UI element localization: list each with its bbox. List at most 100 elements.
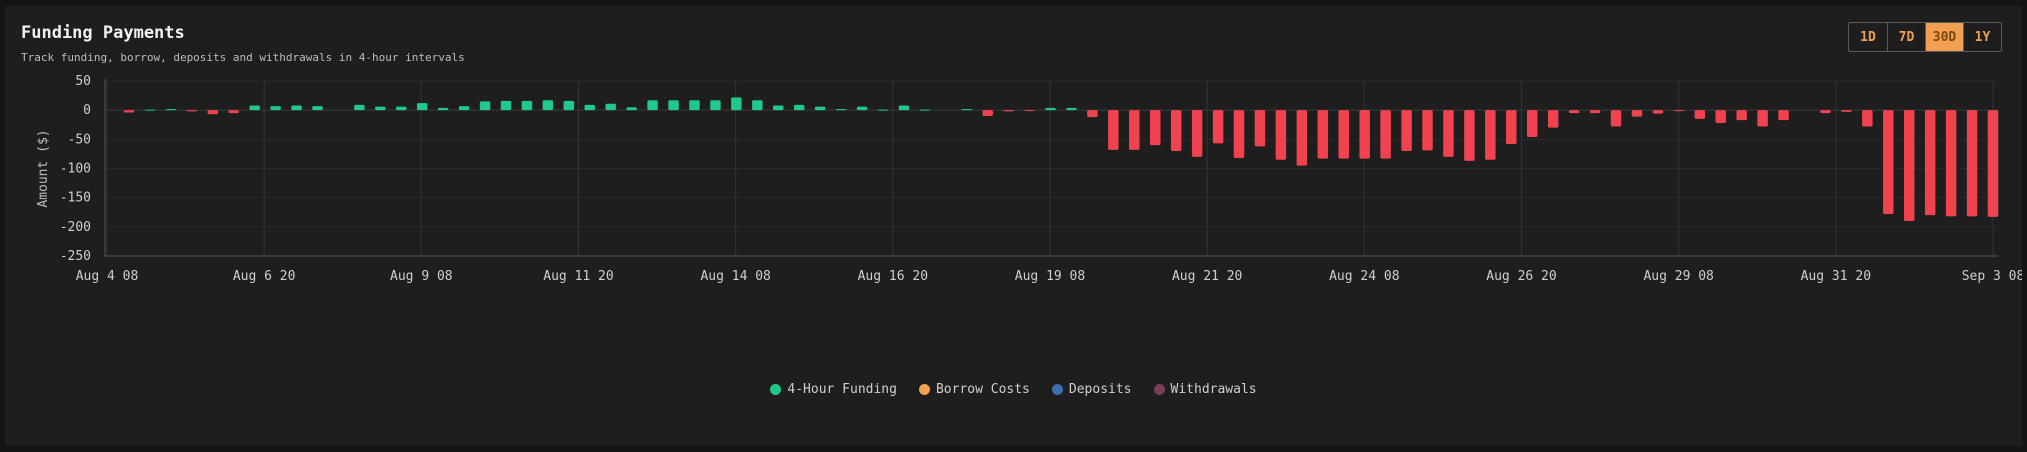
y-tick-label: -200 bbox=[60, 220, 91, 235]
y-tick-label: -150 bbox=[60, 191, 91, 206]
funding-bar bbox=[165, 109, 177, 111]
funding-bar bbox=[898, 105, 910, 111]
funding-bar bbox=[1170, 110, 1182, 151]
funding-bar bbox=[207, 110, 219, 115]
chart-panel: Funding Payments Track funding, borrow, … bbox=[5, 6, 2022, 446]
legend-label: Deposits bbox=[1068, 382, 1132, 397]
range-button-1y[interactable]: 1Y bbox=[1963, 23, 2001, 51]
funding-bar bbox=[1422, 110, 1433, 151]
funding-bar bbox=[668, 100, 679, 111]
funding-bar bbox=[1506, 110, 1517, 144]
funding-bar bbox=[416, 103, 428, 111]
y-tick-label: 0 bbox=[83, 103, 91, 118]
funding-bar bbox=[1401, 110, 1412, 151]
x-tick-label: Aug 4 08 bbox=[76, 269, 139, 284]
funding-bar bbox=[1003, 110, 1014, 112]
funding-bar bbox=[1191, 110, 1203, 157]
x-tick-label: Aug 6 20 bbox=[233, 269, 296, 284]
x-tick-label: Aug 29 08 bbox=[1643, 269, 1713, 284]
funding-bar bbox=[1715, 110, 1726, 123]
funding-bar bbox=[228, 110, 239, 114]
funding-bar bbox=[249, 105, 260, 111]
funding-bar bbox=[144, 109, 156, 111]
funding-bar bbox=[1841, 110, 1852, 112]
x-tick-label: Aug 24 08 bbox=[1329, 269, 1399, 284]
funding-bar bbox=[605, 103, 616, 111]
funding-bar bbox=[521, 100, 533, 111]
funding-bar bbox=[270, 106, 281, 111]
funding-bar bbox=[1233, 110, 1245, 158]
range-button-7d[interactable]: 7D bbox=[1887, 23, 1925, 51]
funding-bar bbox=[1778, 110, 1789, 121]
funding-bar bbox=[814, 106, 826, 111]
funding-bar bbox=[1945, 110, 1957, 217]
funding-bar bbox=[437, 107, 449, 111]
x-tick-label: Aug 9 08 bbox=[390, 269, 453, 284]
funding-bar bbox=[982, 110, 993, 116]
y-tick-label: 50 bbox=[75, 74, 91, 89]
funding-bar bbox=[1966, 110, 1978, 217]
funding-bar bbox=[563, 100, 575, 111]
funding-bar bbox=[1024, 110, 1035, 112]
legend-item-borrow[interactable]: Borrow Costs bbox=[918, 382, 1030, 397]
legend-item-funding[interactable]: 4-Hour Funding bbox=[770, 382, 897, 397]
range-button-30d[interactable]: 30D bbox=[1925, 23, 1963, 51]
funding-bar bbox=[1862, 110, 1873, 127]
funding-bar bbox=[1736, 110, 1747, 121]
funding-bar bbox=[1589, 110, 1601, 114]
funding-bar bbox=[1317, 110, 1329, 159]
funding-bar bbox=[1150, 110, 1161, 146]
funding-bar bbox=[1212, 110, 1224, 144]
funding-bar bbox=[1359, 110, 1370, 159]
funding-bar bbox=[1464, 110, 1475, 161]
legend-item-deposits[interactable]: Deposits bbox=[1051, 382, 1132, 397]
funding-bar bbox=[1045, 107, 1056, 111]
funding-bar bbox=[1903, 110, 1915, 221]
funding-bar bbox=[1673, 110, 1685, 112]
funding-bar bbox=[689, 100, 700, 111]
legend-dot-borrow bbox=[918, 384, 930, 395]
legend-label: Withdrawals bbox=[1170, 382, 1257, 397]
funding-bar bbox=[1485, 110, 1496, 160]
funding-bar bbox=[1652, 110, 1664, 114]
funding-bar bbox=[647, 100, 658, 111]
x-tick-label: Aug 16 20 bbox=[858, 269, 928, 284]
funding-bar bbox=[354, 104, 365, 111]
x-tick-label: Aug 14 08 bbox=[700, 269, 770, 284]
legend-dot-deposits bbox=[1051, 384, 1063, 395]
legend-item-withdrawals[interactable]: Withdrawals bbox=[1153, 382, 1257, 397]
x-tick-label: Aug 21 20 bbox=[1172, 269, 1242, 284]
y-tick-label: -250 bbox=[60, 249, 91, 264]
y-tick-label: -50 bbox=[68, 132, 91, 147]
funding-bar bbox=[1108, 110, 1119, 150]
funding-bar bbox=[123, 110, 135, 113]
funding-bar bbox=[1924, 110, 1936, 216]
funding-bar bbox=[312, 106, 323, 111]
x-tick-label: Aug 26 20 bbox=[1486, 269, 1556, 284]
page-title: Funding Payments bbox=[21, 23, 185, 43]
funding-bar bbox=[375, 106, 386, 111]
y-axis-label: Amount ($) bbox=[36, 129, 51, 207]
funding-bar bbox=[1757, 110, 1768, 127]
funding-bar bbox=[458, 106, 470, 111]
funding-bar bbox=[291, 105, 302, 111]
x-tick-label: Aug 11 20 bbox=[543, 269, 613, 284]
funding-bar bbox=[1338, 110, 1349, 159]
funding-bar bbox=[542, 100, 554, 111]
funding-bar bbox=[710, 100, 721, 111]
time-range-selector: 1D 7D 30D 1Y bbox=[1848, 22, 2002, 52]
funding-bar bbox=[1129, 110, 1140, 150]
funding-bar bbox=[396, 106, 407, 111]
funding-bar bbox=[1987, 110, 1999, 217]
funding-bar bbox=[961, 109, 972, 111]
funding-bar bbox=[1380, 110, 1391, 159]
funding-bar bbox=[1694, 110, 1706, 119]
page-subtitle: Track funding, borrow, deposits and with… bbox=[21, 51, 465, 64]
range-button-1d[interactable]: 1D bbox=[1849, 23, 1887, 51]
legend-dot-withdrawals bbox=[1153, 384, 1165, 395]
funding-bar bbox=[1883, 110, 1894, 214]
funding-bar bbox=[835, 109, 847, 111]
x-tick-label: Aug 31 20 bbox=[1801, 269, 1871, 284]
funding-bar bbox=[1568, 110, 1580, 114]
funding-bar bbox=[1275, 110, 1287, 160]
